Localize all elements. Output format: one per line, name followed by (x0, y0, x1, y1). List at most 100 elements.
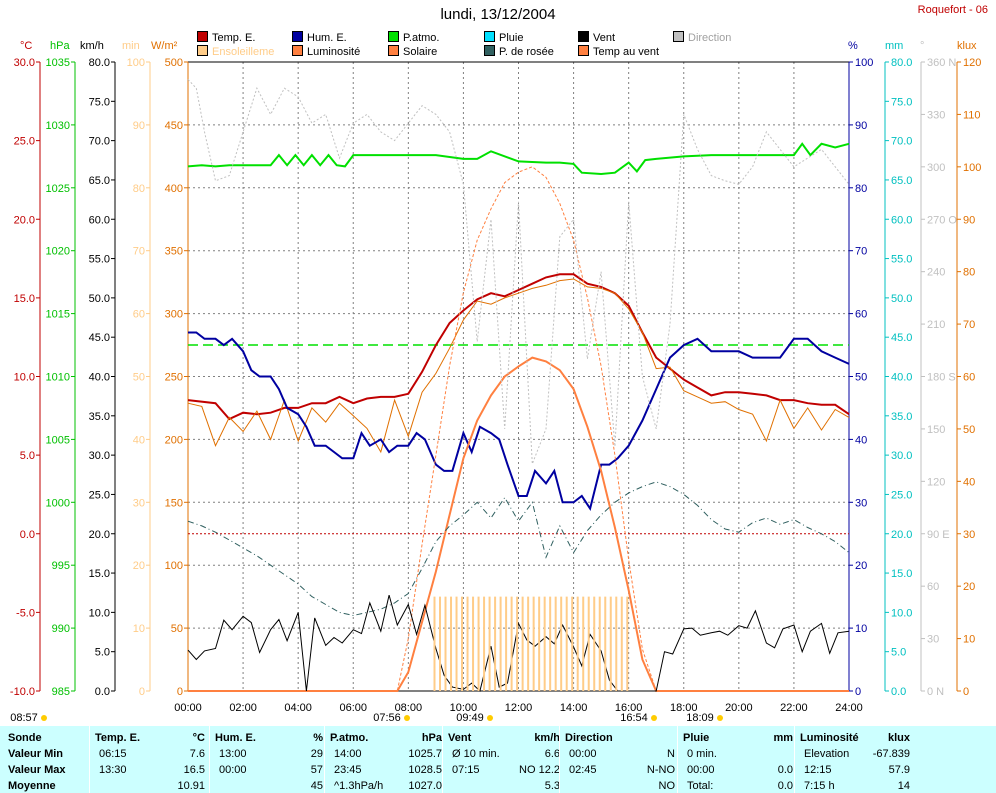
table-cell-value: 1025.7 (408, 748, 442, 760)
summary-table: Sonde Valeur Min Valeur Max Moyenne Temp. E.… (0, 726, 996, 793)
time-mark-label: 08:57 (10, 712, 38, 724)
tick-label-deg: 120 (927, 476, 945, 488)
tick-label-klux: 50 (963, 424, 975, 436)
tick-label-temp: 25.0 (14, 136, 35, 148)
tick-label-mm: 75.0 (891, 96, 912, 108)
table-unit: °C (192, 732, 205, 744)
tick-label-klux: 70 (963, 319, 975, 331)
tick-label-kmh: 10.0 (89, 607, 110, 619)
table-cell-value: 57.9 (888, 764, 910, 776)
table-cell-time: 00:00 (687, 764, 715, 776)
table-header: Hum. E. (215, 732, 256, 744)
axis-unit-temp: °C (20, 40, 33, 52)
sun-marker (41, 715, 47, 721)
legend-entry: Direction (673, 31, 731, 44)
tick-label-deg: 330 (927, 109, 945, 121)
series-line (187, 481, 850, 617)
tick-label-deg: 150 (927, 424, 945, 436)
table-cell-value: N-NO (646, 764, 675, 776)
tick-label-kmh: 30.0 (89, 450, 110, 462)
legend-swatch (484, 45, 495, 56)
tick-label-temp: -5.0 (16, 607, 35, 619)
tick-label-pct: 90 (855, 120, 867, 132)
tick-label-mm: 40.0 (891, 372, 912, 384)
table-cell-value: 5.3 (544, 780, 560, 792)
table-cell-value: 6.6 (544, 748, 560, 760)
axis-unit-wm2: W/m² (151, 40, 178, 52)
tick-label-hpa: 1000 (46, 497, 70, 509)
table-cell-value: -67.839 (872, 748, 910, 760)
tick-label-deg: 90 E (927, 529, 950, 541)
table-cell-time: 13:00 (219, 748, 247, 760)
x-tick-label: 00:00 (174, 702, 202, 714)
tick-label-hpa: 1030 (46, 120, 70, 132)
tick-label-hpa: 985 (52, 686, 70, 698)
table-cell-time: 02:45 (569, 764, 597, 776)
tick-label-mm: 30.0 (891, 450, 912, 462)
axis-unit-hpa: hPa (50, 40, 70, 52)
table-row-label: Moyenne (8, 780, 56, 792)
x-tick-label: 20:00 (725, 702, 753, 714)
legend-entry: P. de rosée (484, 45, 554, 58)
tick-label-deg: 300 (927, 162, 945, 174)
legend-label: Luminosité (307, 46, 361, 58)
table-cell-time: 07:15 (452, 764, 480, 776)
axis-unit-deg: ° (920, 40, 925, 52)
tick-label-wm2: 100 (165, 560, 183, 572)
tick-label-hpa: 1015 (46, 309, 70, 321)
axis-unit-klux: klux (957, 40, 977, 52)
legend-entry: Temp au vent (578, 45, 659, 58)
legend-swatch (484, 31, 495, 42)
legend-label: Temp. E. (212, 32, 256, 44)
tick-label-kmh: 65.0 (89, 175, 110, 187)
series-line (188, 356, 849, 692)
time-mark-label: 16:54 (620, 712, 648, 724)
tick-label-min: 30 (133, 497, 145, 509)
table-cell-time: 7:15 h (804, 780, 835, 792)
series-line (187, 278, 850, 454)
tick-label-klux: 40 (963, 476, 975, 488)
table-cell-value: 1028.5 (408, 764, 442, 776)
table-header: Luminosité (800, 732, 859, 744)
legend-entry: Vent (578, 31, 615, 44)
legend-swatch (578, 45, 589, 56)
tick-label-hpa: 995 (52, 560, 70, 572)
table-unit: hPa (421, 732, 442, 744)
tick-label-klux: 10 (963, 634, 975, 646)
table-cell-time: 00:00 (219, 764, 247, 776)
tick-label-pct: 0 (855, 686, 861, 698)
legend-label: Vent (593, 32, 616, 44)
legend-swatch (388, 45, 399, 56)
legend-swatch (578, 31, 589, 42)
legend-label: Hum. E. (307, 32, 347, 44)
tick-label-mm: 5.0 (891, 647, 906, 659)
legend-swatch (388, 31, 399, 42)
tick-label-pct: 40 (855, 434, 867, 446)
table-cell-value: 14 (897, 780, 910, 792)
tick-label-mm: 35.0 (891, 411, 912, 423)
tick-label-kmh: 75.0 (89, 96, 110, 108)
tick-label-klux: 30 (963, 529, 975, 541)
table-header: Direction (565, 732, 613, 744)
tick-label-min: 70 (133, 246, 145, 258)
tick-label-pct: 10 (855, 623, 867, 635)
table-separator (324, 726, 325, 793)
tick-label-min: 60 (133, 309, 145, 321)
sun-marker (404, 715, 410, 721)
time-mark-label: 09:49 (456, 712, 484, 724)
tick-label-pct: 100 (855, 57, 873, 69)
tick-label-temp: 20.0 (14, 214, 35, 226)
x-tick-label: 24:00 (835, 702, 863, 714)
tick-label-mm: 10.0 (891, 607, 912, 619)
table-header: Sonde (8, 732, 42, 744)
tick-label-hpa: 1025 (46, 183, 70, 195)
x-tick-label: 10:00 (450, 702, 478, 714)
table-row-label: Valeur Min (8, 748, 64, 760)
axis-unit-min: min (122, 40, 140, 52)
x-tick-label: 18:00 (670, 702, 698, 714)
table-cell-value: 1027.0 (408, 780, 442, 792)
table-separator (794, 726, 795, 793)
legend-swatch (292, 31, 303, 42)
tick-label-wm2: 350 (165, 246, 183, 258)
tick-label-mm: 50.0 (891, 293, 912, 305)
